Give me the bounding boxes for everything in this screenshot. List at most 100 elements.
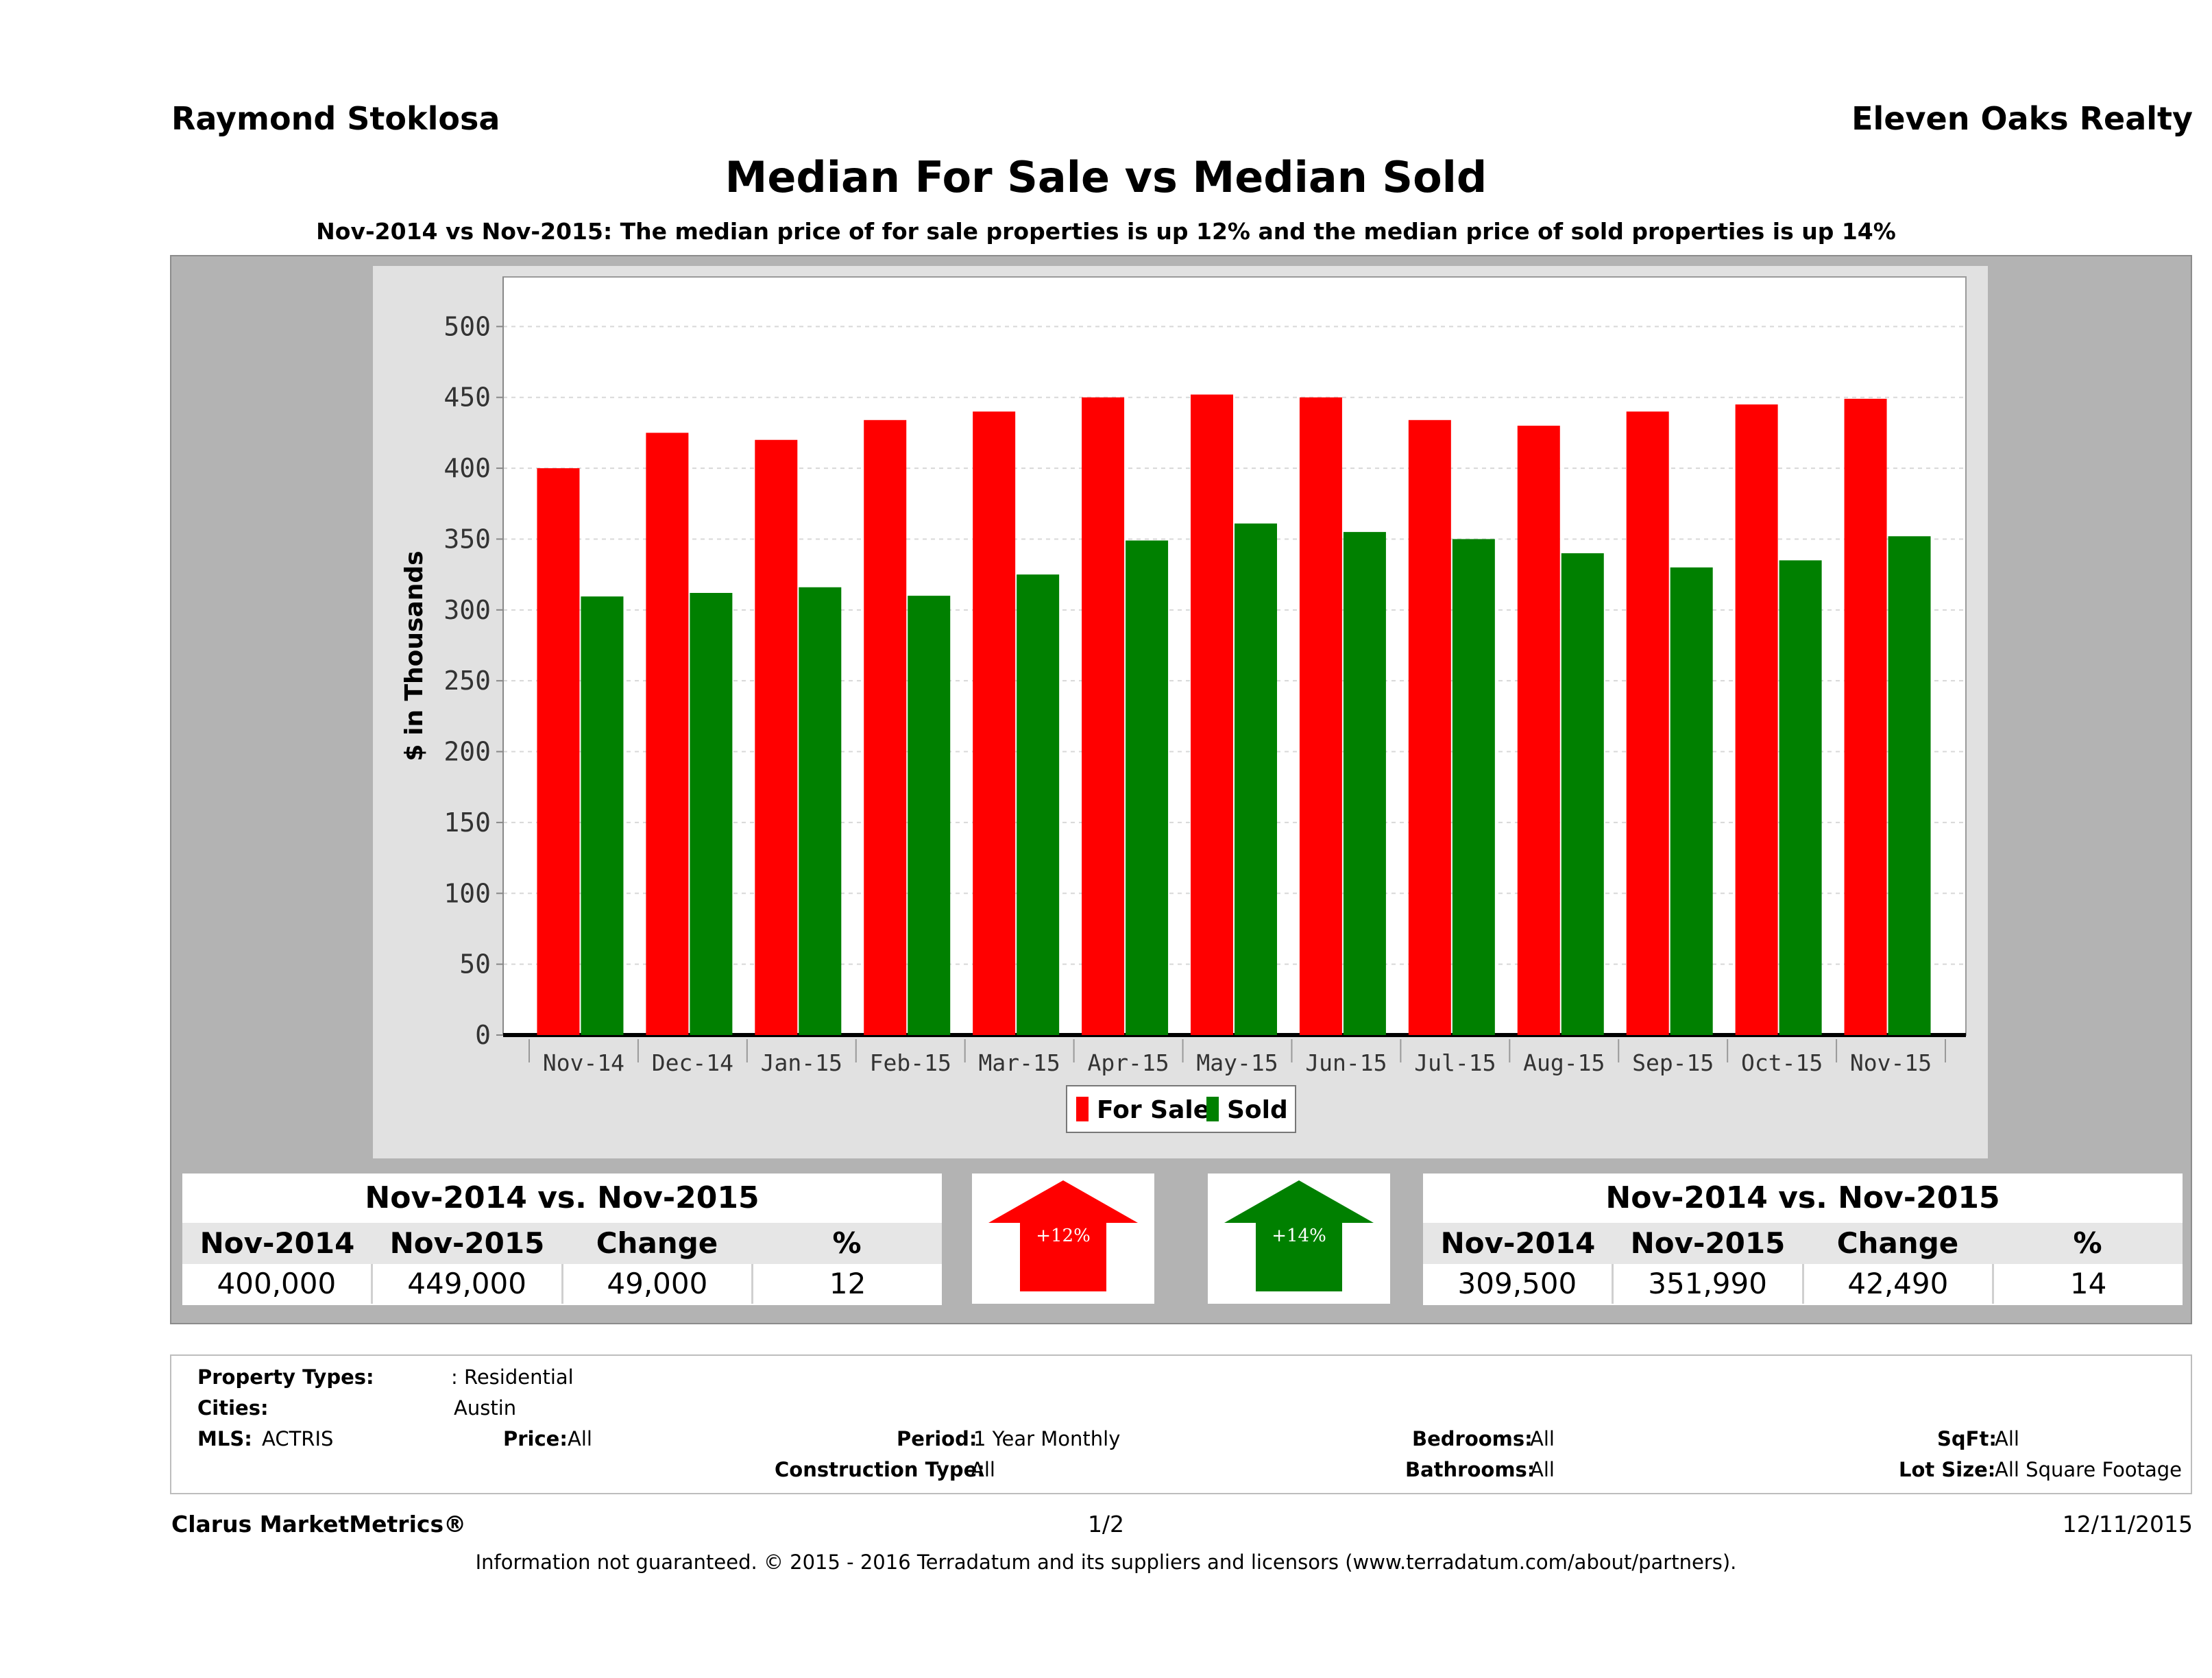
bar-sold xyxy=(1452,539,1495,1035)
x-tick-label: Jun-15 xyxy=(1305,1049,1387,1076)
criteria-label: MLS: xyxy=(197,1427,252,1450)
y-tick-label: 100 xyxy=(443,878,491,908)
bar-for-sale xyxy=(755,439,798,1035)
stat-header: Nov-2014 xyxy=(199,1226,355,1260)
y-tick-label: 250 xyxy=(443,666,491,696)
stat-value: 400,000 xyxy=(182,1264,373,1304)
x-tick-label: May-15 xyxy=(1196,1049,1278,1076)
bar-for-sale xyxy=(1408,420,1451,1035)
criteria-label: Lot Size: xyxy=(1899,1458,1996,1481)
y-tick-label: 500 xyxy=(443,311,491,341)
stat-value: 309,500 xyxy=(1423,1264,1614,1304)
criteria-value: All xyxy=(1530,1427,1555,1450)
legend-swatch-for-sale xyxy=(1076,1097,1089,1121)
bar-sold xyxy=(1888,536,1931,1035)
for-sale-stats-title: Nov-2014 vs. Nov-2015 xyxy=(365,1180,759,1215)
x-tick-label: Jan-15 xyxy=(761,1049,842,1076)
bar-for-sale xyxy=(1299,397,1342,1035)
stat-header: % xyxy=(832,1226,862,1260)
x-tick-label: Nov-15 xyxy=(1850,1049,1932,1076)
bar-sold xyxy=(690,593,733,1035)
agent-name: Raymond Stoklosa xyxy=(171,100,500,137)
criteria-value: : Residential xyxy=(451,1365,574,1389)
stat-value: 351,990 xyxy=(1614,1264,1804,1304)
bar-sold xyxy=(1561,553,1604,1035)
criteria-value: Austin xyxy=(454,1396,517,1420)
x-tick-label: Oct-15 xyxy=(1741,1049,1823,1076)
y-tick-label: 400 xyxy=(443,453,491,483)
x-tick-label: Nov-14 xyxy=(543,1049,624,1076)
bar-sold xyxy=(1779,560,1822,1035)
y-tick-label: 0 xyxy=(475,1020,491,1050)
stat-header: Change xyxy=(596,1226,718,1260)
bar-for-sale xyxy=(1735,404,1778,1035)
stat-value: 449,000 xyxy=(373,1264,563,1304)
bar-for-sale xyxy=(1082,397,1125,1035)
y-tick-label: 200 xyxy=(443,737,491,767)
criteria-label: Construction Type: xyxy=(775,1458,985,1481)
sold-stats-title: Nov-2014 vs. Nov-2015 xyxy=(1605,1180,2000,1215)
stat-value: 49,000 xyxy=(563,1264,754,1304)
criteria-value: All xyxy=(971,1458,995,1481)
x-tick-label: Mar-15 xyxy=(979,1049,1060,1076)
bar-sold xyxy=(908,596,951,1035)
stat-header: Change xyxy=(1836,1226,1959,1260)
for-sale-stats-box: Nov-2014 vs. Nov-2015 Nov-2014 Nov-2015 … xyxy=(182,1174,942,1305)
bar-sold xyxy=(1235,523,1277,1035)
bar-for-sale xyxy=(864,420,907,1035)
criteria-value: 1 Year Monthly xyxy=(973,1427,1121,1450)
criteria-value: All Square Footage xyxy=(1995,1458,2183,1481)
criteria-label: SqFt: xyxy=(1937,1427,1997,1450)
bar-sold xyxy=(1126,540,1169,1035)
footer-brand: Clarus MarketMetrics® xyxy=(171,1511,467,1537)
bar-for-sale xyxy=(1517,426,1560,1035)
bar-for-sale xyxy=(646,433,689,1035)
y-tick-label: 350 xyxy=(443,524,491,554)
legend-box xyxy=(1066,1085,1296,1133)
for-sale-stats-value-row: 400,000 449,000 49,000 12 xyxy=(182,1264,942,1304)
report-subtitle: Nov-2014 vs Nov-2015: The median price o… xyxy=(316,218,1896,245)
x-tick-label: Dec-14 xyxy=(652,1049,733,1076)
disclaimer: Information not guaranteed. © 2015 - 201… xyxy=(475,1551,1737,1574)
y-tick-label: 150 xyxy=(443,807,491,838)
criteria-label: Price: xyxy=(503,1427,568,1450)
bar-sold xyxy=(799,587,842,1035)
x-tick-label: Sep-15 xyxy=(1632,1049,1714,1076)
bar-for-sale xyxy=(1191,394,1233,1035)
criteria-value: All xyxy=(568,1427,592,1450)
bar-sold xyxy=(1670,567,1713,1035)
criteria-label: Cities: xyxy=(197,1396,269,1420)
x-tick-label: Feb-15 xyxy=(870,1049,951,1076)
bar-for-sale xyxy=(1626,411,1669,1035)
bar-sold xyxy=(1343,532,1386,1035)
stat-value: 14 xyxy=(2069,1267,2107,1300)
y-axis-label: $ in Thousands xyxy=(400,550,428,761)
x-tick-label: Aug-15 xyxy=(1523,1049,1605,1076)
for-sale-arrow-box: +12% xyxy=(972,1174,1154,1304)
sold-arrow-box: +14% xyxy=(1208,1174,1390,1304)
bar-for-sale xyxy=(973,411,1016,1035)
search-criteria: Property Types: : Residential Cities: Au… xyxy=(170,1354,2192,1494)
stat-value: 12 xyxy=(829,1267,866,1300)
sold-stats-value-row: 309,500 351,990 42,490 14 xyxy=(1423,1264,2183,1304)
y-tick-label: 50 xyxy=(459,949,491,980)
brokerage-name: Eleven Oaks Realty xyxy=(1851,100,2193,137)
bar-sold xyxy=(581,596,624,1035)
criteria-label: Property Types: xyxy=(197,1365,374,1389)
report-date: 12/11/2015 xyxy=(2062,1511,2193,1537)
x-tick-label: Apr-15 xyxy=(1087,1049,1169,1076)
bar-chart: 0 50 100 150 200 250 300 350 400 450 500 $ in Thous… xyxy=(400,276,1967,1133)
x-tick-label: Jul-15 xyxy=(1414,1049,1496,1076)
criteria-value: All xyxy=(1530,1458,1555,1481)
for-sale-up-arrow-icon xyxy=(988,1180,1138,1291)
stat-value: 42,490 xyxy=(1804,1264,1995,1304)
criteria-label: Bedrooms: xyxy=(1412,1427,1533,1450)
legend-swatch-sold xyxy=(1206,1097,1219,1121)
criteria-value: ACTRIS xyxy=(262,1427,334,1450)
bar-for-sale xyxy=(537,468,580,1035)
criteria-label: Period: xyxy=(897,1427,977,1450)
page-number: 1/2 xyxy=(1087,1511,1125,1537)
sold-up-arrow-icon xyxy=(1224,1180,1374,1291)
y-tick-label: 450 xyxy=(443,382,491,413)
bar-sold xyxy=(1017,574,1060,1035)
